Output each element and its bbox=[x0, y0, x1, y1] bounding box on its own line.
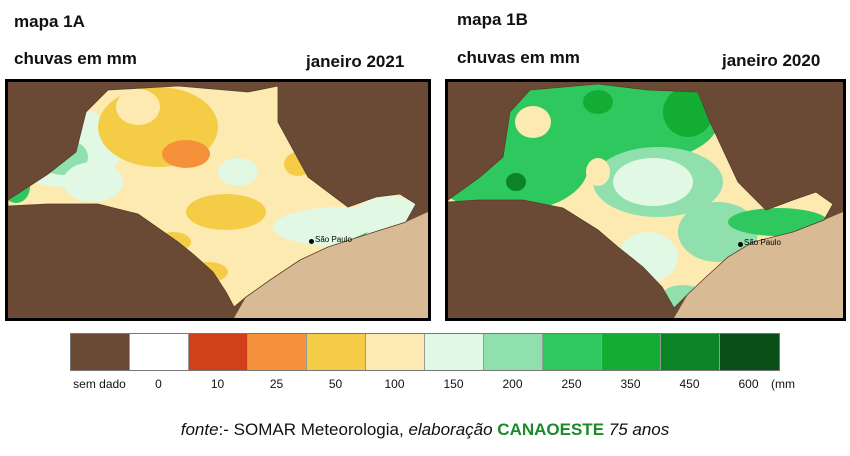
source-credit: fonte:- SOMAR Meteorologia, elaboração C… bbox=[0, 420, 850, 440]
sao-paulo-marker-icon bbox=[309, 239, 314, 244]
legend-unit: (mm bbox=[771, 377, 795, 391]
legend-swatch bbox=[71, 334, 130, 370]
map-1a-subtitle: chuvas em mm bbox=[14, 49, 137, 68]
legend-swatch bbox=[543, 334, 602, 370]
source-brand: CANAOESTE bbox=[497, 420, 605, 439]
legend-label: 200 bbox=[502, 377, 523, 391]
legend-label: 150 bbox=[443, 377, 464, 391]
map-1b: São Paulo bbox=[445, 79, 846, 321]
source-prefix: fonte bbox=[180, 420, 219, 439]
legend-label: 10 bbox=[210, 377, 225, 391]
map-1b-city-label: São Paulo bbox=[744, 238, 781, 247]
legend-swatch bbox=[248, 334, 307, 370]
legend-label: sem dado bbox=[73, 377, 126, 391]
map-1a-title: mapa 1A bbox=[14, 12, 85, 31]
map-1a-city-label: São Paulo bbox=[315, 235, 352, 244]
legend-swatch bbox=[189, 334, 248, 370]
source-text: :- SOMAR Meteorologia, bbox=[218, 420, 409, 439]
legend-swatch bbox=[366, 334, 425, 370]
map-1a-period: janeiro 2021 bbox=[306, 52, 405, 71]
legend-label: 350 bbox=[620, 377, 641, 391]
legend-swatch bbox=[720, 334, 779, 370]
legend-swatch bbox=[661, 334, 720, 370]
legend-label: 600 bbox=[738, 377, 759, 391]
legend-label: 50 bbox=[328, 377, 343, 391]
legend-swatch bbox=[130, 334, 189, 370]
legend-swatch bbox=[484, 334, 543, 370]
legend-swatch bbox=[602, 334, 661, 370]
legend-label: 25 bbox=[269, 377, 284, 391]
legend-color-bar bbox=[70, 333, 780, 371]
source-suffix: 75 anos bbox=[608, 420, 670, 439]
source-elab: elaboração bbox=[408, 420, 493, 439]
legend-label: 0 bbox=[155, 377, 162, 391]
map-1b-period: janeiro 2020 bbox=[722, 51, 821, 70]
legend-label: 450 bbox=[679, 377, 700, 391]
legend-label: 100 bbox=[384, 377, 405, 391]
sao-paulo-marker-icon bbox=[738, 242, 743, 247]
map-1b-subtitle: chuvas em mm bbox=[457, 48, 580, 67]
legend-label: 250 bbox=[561, 377, 582, 391]
legend-swatch bbox=[425, 334, 484, 370]
map-1b-title: mapa 1B bbox=[457, 10, 528, 29]
map-1a: São Paulo bbox=[5, 79, 431, 321]
legend-swatch bbox=[307, 334, 366, 370]
